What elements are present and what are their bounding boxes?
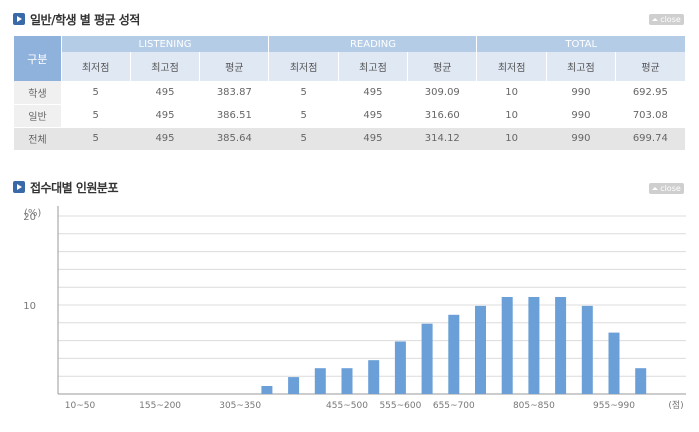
x-tick-label: 555~600 bbox=[379, 401, 421, 411]
bar bbox=[288, 377, 300, 394]
table-cell: 990 bbox=[546, 127, 616, 151]
section-title-scores: 일반/학생 별 평균 성적 bbox=[30, 12, 140, 27]
bar bbox=[528, 296, 540, 394]
table-cell: 10 bbox=[476, 104, 547, 128]
table-cell: 5 bbox=[268, 104, 339, 128]
close-distribution-button[interactable]: close bbox=[649, 183, 684, 194]
bar bbox=[261, 385, 273, 394]
x-tick-label: 305~350 bbox=[219, 401, 261, 411]
bar bbox=[581, 305, 593, 394]
table-cell: 5 bbox=[268, 81, 339, 105]
bar bbox=[421, 323, 433, 394]
x-tick-label: 155~200 bbox=[139, 401, 181, 411]
table-cell: 495 bbox=[130, 81, 200, 105]
table-cell: 383.87 bbox=[199, 81, 269, 105]
x-axis-label: (점) bbox=[668, 399, 683, 411]
section-header-distribution: 접수대별 인원분포 bbox=[13, 179, 119, 195]
sub-header: 최고점 bbox=[545, 52, 616, 81]
table-cell: 5 bbox=[61, 127, 131, 151]
group-header-total: TOTAL bbox=[476, 36, 685, 52]
close-label: close bbox=[660, 15, 681, 24]
sub-header: 최저점 bbox=[60, 52, 131, 81]
x-tick-label: 805~850 bbox=[513, 401, 555, 411]
bar bbox=[555, 296, 567, 394]
section-title-distribution: 접수대별 인원분포 bbox=[30, 180, 119, 195]
collapse-triangle-icon bbox=[652, 18, 659, 21]
group-header-reading: READING bbox=[268, 36, 477, 52]
table-row-total: 전체 5 495 385.64 5 495 314.12 10 990 699.… bbox=[14, 127, 685, 151]
table-cell: 386.51 bbox=[199, 104, 269, 128]
table-cell: 495 bbox=[338, 104, 408, 128]
bar bbox=[635, 368, 647, 394]
table-cell: 10 bbox=[476, 81, 547, 105]
row-label: 전체 bbox=[14, 127, 61, 151]
bar bbox=[608, 332, 620, 394]
arrow-right-icon bbox=[13, 13, 25, 25]
table-cell: 703.08 bbox=[615, 104, 685, 128]
close-label: close bbox=[660, 184, 681, 193]
table-cell: 495 bbox=[338, 127, 408, 151]
y-axis-label: (%) bbox=[24, 208, 41, 219]
bar bbox=[394, 341, 406, 394]
row-label: 일반 bbox=[14, 104, 61, 128]
table-row: 일반 5 495 386.51 5 495 316.60 10 990 703.… bbox=[14, 104, 685, 128]
table-cell: 495 bbox=[338, 81, 408, 105]
score-distribution-chart: (%) 10 20 10~50 155~200 305~350 455~500 555~600… bbox=[23, 206, 686, 411]
x-tick-label: 10~50 bbox=[65, 401, 96, 411]
group-header-listening: LISTENING bbox=[60, 36, 269, 52]
sub-header: 평균 bbox=[407, 52, 477, 81]
table-cell: 10 bbox=[476, 127, 547, 151]
sub-header: 최저점 bbox=[268, 52, 339, 81]
bar bbox=[475, 305, 486, 394]
arrow-right-icon bbox=[13, 181, 25, 193]
table-cell: 5 bbox=[268, 127, 339, 151]
table-row: 학생 5 495 383.87 5 495 309.09 10 990 692.… bbox=[14, 81, 685, 105]
section-header-scores: 일반/학생 별 평균 성적 bbox=[13, 11, 140, 27]
bar bbox=[368, 360, 380, 394]
y-tick-label: 10 bbox=[23, 301, 36, 312]
sub-header: 최고점 bbox=[129, 52, 200, 81]
table-cell: 309.09 bbox=[407, 81, 477, 105]
table-cell: 5 bbox=[61, 81, 131, 105]
bar bbox=[341, 368, 353, 394]
close-scores-button[interactable]: close bbox=[649, 14, 684, 25]
bar bbox=[501, 296, 513, 394]
x-tick-label: 455~500 bbox=[326, 401, 368, 411]
row-label: 학생 bbox=[14, 81, 61, 105]
sub-header: 평균 bbox=[199, 52, 269, 81]
average-scores-table: 구분 LISTENING READING TOTAL 최저점 최고점 평균 최저… bbox=[14, 36, 685, 151]
table-cell: 5 bbox=[61, 104, 131, 128]
table-cell: 385.64 bbox=[199, 127, 269, 151]
sub-header: 평균 bbox=[615, 52, 685, 81]
sub-header: 최저점 bbox=[476, 52, 547, 81]
table-cell: 495 bbox=[130, 104, 200, 128]
collapse-triangle-icon bbox=[652, 187, 659, 190]
bar bbox=[448, 314, 460, 394]
table-cell: 990 bbox=[546, 81, 616, 105]
table-cell: 316.60 bbox=[407, 104, 477, 128]
table-cell: 990 bbox=[546, 104, 616, 128]
x-tick-label: 655~700 bbox=[433, 401, 475, 411]
table-cell: 495 bbox=[130, 127, 200, 151]
row-header: 구분 bbox=[14, 36, 61, 81]
y-tick-label: 20 bbox=[23, 212, 36, 223]
x-tick-label: 955~990 bbox=[593, 401, 635, 411]
table-cell: 699.74 bbox=[615, 127, 685, 151]
table-cell: 692.95 bbox=[615, 81, 685, 105]
table-cell: 314.12 bbox=[407, 127, 477, 151]
bar bbox=[314, 368, 326, 394]
sub-header: 최고점 bbox=[337, 52, 408, 81]
